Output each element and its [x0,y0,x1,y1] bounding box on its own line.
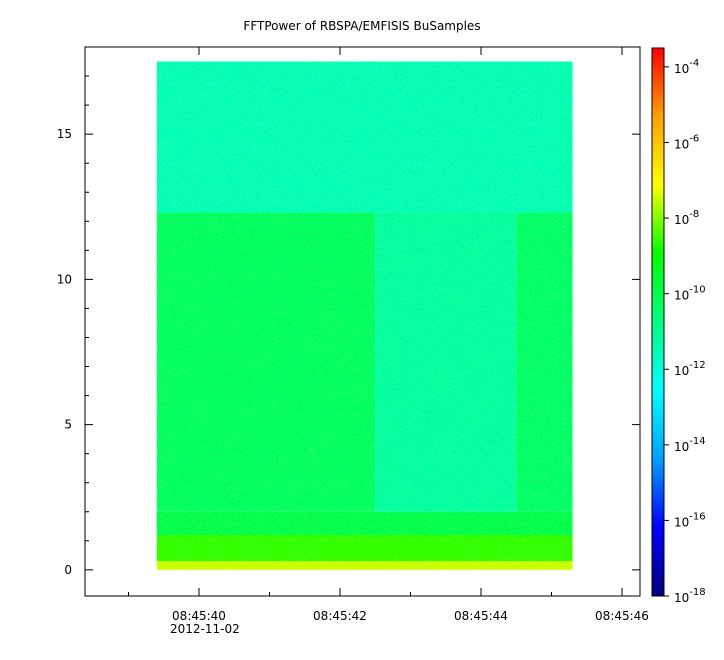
y-axis: 0 5 10 15 [57,75,640,577]
x-tick-label: 08:45:44 [454,609,508,623]
x-axis-date-label: 2012-11-02 [170,622,240,636]
colorbar-tick-label: 10-16 [674,511,706,529]
y-tick-label-10: 10 [57,272,72,286]
colorbar-tick-label: 10-14 [674,436,706,454]
x-tick-label: 08:45:40 [172,609,226,623]
colorbar-tick-label: 10-4 [674,58,699,76]
x-tick-label: 08:45:46 [595,609,649,623]
colorbar-tick-label: 10-8 [674,209,699,227]
colorbar-tick-label: 10-18 [674,587,706,605]
chart-title: FFTPower of RBSPA/EMFISIS BuSamples [243,19,480,33]
x-axis: 08:45:40 08:45:42 08:45:44 08:45:46 [128,47,649,623]
x-tick-label: 08:45:42 [313,609,367,623]
y-tick-label-15: 15 [57,127,72,141]
colorbar-axis: 10-18 10-16 10-14 10-12 10-10 10-8 10-6 10-4 [664,58,706,605]
colorbar [651,47,665,597]
spectrogram-texture [156,61,573,570]
colorbar-tick-label: 10-12 [674,360,706,378]
y-tick-label-0: 0 [64,563,72,577]
colorbar-tick-label: 10-6 [674,133,699,151]
spectrogram-image [156,61,573,570]
y-tick-label-5: 5 [64,418,72,432]
colorbar-tick-label: 10-10 [674,285,706,303]
